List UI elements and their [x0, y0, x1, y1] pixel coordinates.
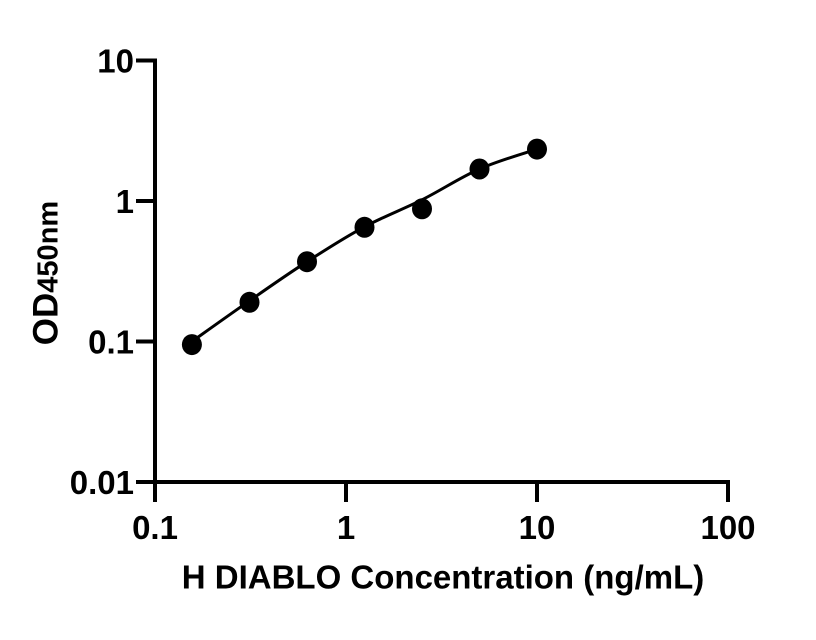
x-tick-label: 100 [700, 509, 755, 546]
y-axis-title-sub: 450nm [32, 200, 65, 293]
data-point [527, 138, 547, 160]
data-point [469, 158, 490, 180]
data-point [239, 291, 260, 313]
x-tick-label: 1 [337, 509, 355, 546]
x-tick-label: 10 [519, 509, 556, 546]
y-tick-label: 10 [97, 43, 134, 80]
data-point [354, 216, 375, 238]
y-axis-title-main: OD [26, 292, 66, 346]
data-point [181, 334, 202, 356]
data-point [412, 198, 432, 220]
data-point [297, 251, 317, 273]
y-tick-label: 1 [116, 183, 134, 220]
x-tick-label: 0.1 [132, 509, 178, 546]
x-axis-title: H DIABLO Concentration (ng/mL) [181, 558, 705, 596]
fit-curve [191, 147, 538, 343]
y-tick-label: 0.1 [88, 324, 134, 361]
y-axis-title: OD450nm [26, 200, 66, 346]
axis-spine [136, 58, 730, 484]
y-tick-label: 0.01 [70, 464, 134, 501]
